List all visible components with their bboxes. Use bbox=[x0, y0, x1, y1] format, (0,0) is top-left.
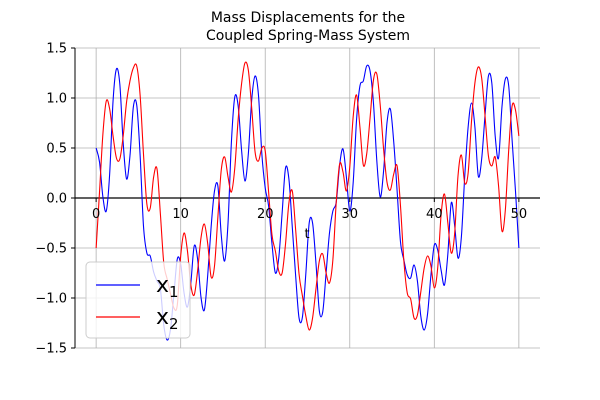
chart-tick-labels: −1.5 −1.0 −0.5 0.0 0.5 1.0 1.5 0 10 20 30 40 50 bbox=[35, 42, 527, 357]
y-tick-label-0: −1.5 bbox=[35, 342, 67, 357]
x-tick-label-0: 0 bbox=[92, 207, 100, 222]
legend-label-x1-sub: 1 bbox=[169, 283, 179, 301]
legend-label-x2-sub: 2 bbox=[169, 315, 179, 333]
legend-label-x1: x1 bbox=[156, 273, 179, 301]
y-tick-label-2: −0.5 bbox=[35, 242, 67, 257]
x-tick-label-4: 40 bbox=[426, 207, 443, 222]
y-tick-label-1: −1.0 bbox=[35, 292, 67, 307]
x-tick-label-3: 30 bbox=[341, 207, 358, 222]
y-tick-label-4: 0.5 bbox=[46, 142, 67, 157]
x-tick-label-1: 10 bbox=[172, 207, 189, 222]
x-tick-label-2: 20 bbox=[257, 207, 274, 222]
legend-frame bbox=[85, 261, 191, 339]
legend-label-x2: x2 bbox=[156, 305, 179, 333]
y-tick-label-3: 0.0 bbox=[46, 192, 67, 207]
y-tick-label-6: 1.5 bbox=[46, 42, 67, 57]
chart-title-line-1: Mass Displacements for the bbox=[211, 10, 405, 26]
legend-label-x2-base: x bbox=[156, 305, 169, 330]
y-tick-label-5: 1.0 bbox=[46, 92, 67, 107]
x-tick-label-5: 50 bbox=[511, 207, 528, 222]
x-axis-label: t bbox=[304, 227, 309, 242]
chart-legend: x1 x2 bbox=[85, 261, 191, 339]
legend-label-x1-base: x bbox=[156, 273, 169, 298]
series-line-x1 bbox=[95, 64, 520, 341]
chart-title-line-2: Coupled Spring-Mass System bbox=[206, 28, 410, 44]
